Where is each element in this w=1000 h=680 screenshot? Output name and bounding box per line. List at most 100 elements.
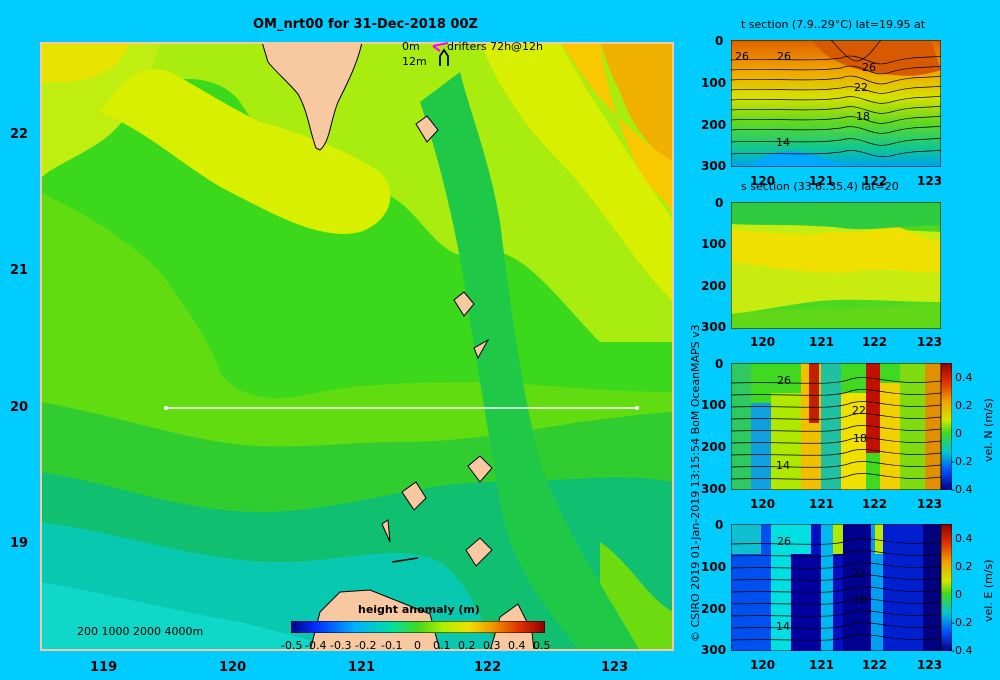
temp-section-plot[interactable] (731, 40, 941, 167)
section-line-start[interactable] (164, 406, 168, 410)
legend-depth-12m: 12m (402, 55, 427, 68)
veln-band-7 (841, 393, 866, 490)
panel-temp-title: t section (7.9..29°C) lat=19.95 at (741, 18, 926, 31)
veln-lon-tick-120: 120 (750, 497, 776, 511)
veln-contour-label-4: 14 (776, 459, 790, 472)
salt-depth-tick-0: 0 (715, 196, 724, 210)
vele-lon-tick-122: 122 (862, 658, 888, 672)
temp-depth-tick-100: 100 (701, 76, 727, 90)
veln-depth-tick-100: 100 (701, 398, 727, 412)
temp-contour-label-6: 14 (776, 136, 790, 149)
salt-lon-tick-122: 122 (862, 335, 888, 349)
anomaly-region-yellow (40, 42, 130, 82)
colorbar-tick-m05: -0.5 (281, 639, 303, 652)
veln-depth-tick-0: 0 (715, 357, 724, 371)
legend-depth-scale: 200 1000 2000 4000m (77, 625, 204, 638)
land-island-batan (415, 115, 439, 143)
coast-line-fragment (391, 557, 419, 563)
veln-section-plot[interactable] (731, 363, 941, 490)
veln-lon-tick-122: 122 (862, 497, 888, 511)
colorbar-tick-03: 0.3 (483, 639, 501, 652)
salt-depth-tick-200: 200 (701, 279, 727, 293)
land-island-c (467, 455, 493, 483)
veln-contours (731, 377, 941, 480)
colorbar-tick-m04: -0.4 (305, 639, 327, 652)
temp-depth-tick-300: 300 (701, 159, 727, 173)
vele-colorbar-label: vel. E (m/s) (982, 559, 995, 622)
lon-tick-121: 121 (348, 660, 376, 675)
vele-band-8 (871, 524, 883, 651)
vele-band-11 (923, 524, 941, 651)
anomaly-region-orange2 (560, 42, 674, 222)
lat-tick-19: 19 (10, 536, 29, 551)
lon-tick-122: 122 (474, 660, 502, 675)
salt-section-plot[interactable] (731, 202, 941, 329)
veln-band-8 (866, 363, 880, 453)
temp-depth-tick-200: 200 (701, 118, 727, 132)
veln-band-1 (731, 363, 751, 490)
vele-colorbar (941, 524, 952, 651)
land-island-d (401, 481, 427, 511)
temp-cold-core (751, 150, 851, 167)
vele-band-7 (843, 524, 871, 651)
temp-depth-tick-0: 0 (715, 34, 724, 48)
colorbar-tick-01: 0.1 (433, 639, 451, 652)
lon-tick-123: 123 (601, 660, 629, 675)
vele-band-9 (875, 524, 883, 554)
velocity-arrow-icon (439, 48, 449, 66)
legend-drifters: drifters 72h@12h (447, 40, 544, 53)
colorbar-tick-05: 0.5 (533, 639, 551, 652)
land-island-a (453, 291, 475, 317)
vele-depth-tick-200: 200 (701, 602, 727, 616)
vele-contour-label-1: 26 (777, 535, 791, 548)
vele-cbar-tick-02: 0.2 (955, 560, 973, 573)
veln-colorbar (941, 363, 952, 490)
temp-lon-tick-123: 123 (917, 174, 943, 188)
anomaly-region-yellow2 (480, 42, 674, 302)
colorbar-tick-0: 0 (414, 639, 421, 652)
lat-tick-22: 22 (10, 127, 29, 142)
drifter-arrow-icon (432, 42, 449, 52)
vele-band-4 (791, 554, 821, 651)
veln-band-5 (809, 363, 819, 423)
veln-band-3 (771, 393, 801, 490)
land-island-f (465, 537, 493, 567)
salt-depth-tick-300: 300 (701, 320, 727, 334)
veln-cbar-tick-m02: -0.2 (951, 455, 973, 468)
height-anomaly-map[interactable] (40, 42, 674, 651)
veln-cbar-tick-0: 0 (955, 427, 962, 440)
vele-cbar-tick-0: 0 (955, 588, 962, 601)
map-title: OM_nrt00 for 31-Dec-2018 00Z (253, 17, 478, 32)
veln-lon-tick-121: 121 (809, 497, 835, 511)
veln-depth-tick-200: 200 (701, 440, 727, 454)
temp-warm-core (811, 40, 941, 76)
section-line-end[interactable] (635, 406, 639, 410)
veln-contour-label-1: 26 (777, 374, 791, 387)
anomaly-region-high3 (100, 69, 391, 234)
anomaly-region-lowest2 (40, 582, 340, 651)
temp-contour-label-2: 26 (777, 50, 791, 63)
vele-band-5 (821, 524, 833, 651)
veln-cbar-tick-m04: -0.4 (951, 483, 973, 496)
veln-band-11 (925, 363, 941, 490)
colorbar-tick-04: 0.4 (508, 639, 526, 652)
veln-contour-label-3: 18 (853, 432, 867, 445)
veln-colorbar-label: vel. N (m/s) (982, 398, 995, 462)
colorbar-tick-m02: -0.2 (355, 639, 377, 652)
vele-contour-label-3: 18 (853, 593, 867, 606)
land-taiwan (261, 42, 363, 151)
salt-top-band (731, 202, 941, 230)
lat-tick-20: 20 (10, 400, 29, 415)
land-island-b (473, 338, 490, 360)
panel-salt-title: s section (33.6..35.4) lat=20 (741, 180, 899, 193)
veln-contour-label-2: 22 (852, 404, 866, 417)
anomaly-region-orange (600, 42, 674, 162)
colorbar-tick-m03: -0.3 (330, 639, 352, 652)
veln-band-10 (900, 363, 925, 490)
veln-depth-tick-300: 300 (701, 482, 727, 496)
salt-lon-tick-121: 121 (809, 335, 835, 349)
vele-section-plot[interactable] (731, 524, 941, 651)
veln-lon-tick-123: 123 (917, 497, 943, 511)
height-anomaly-colorbar (291, 621, 545, 633)
temp-contours (731, 40, 941, 158)
